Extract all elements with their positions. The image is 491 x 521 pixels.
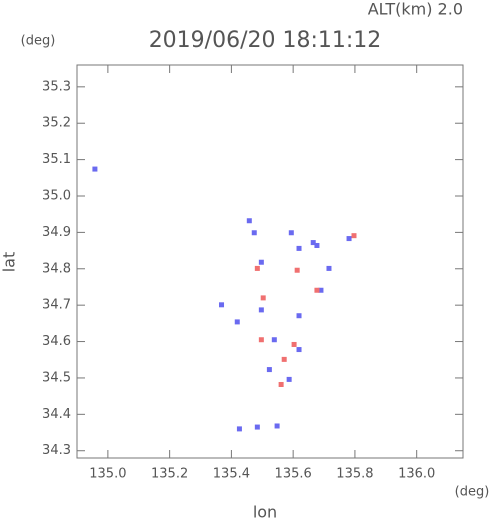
data-point [278,381,284,387]
data-point [286,376,292,382]
data-point [266,367,272,373]
y-tick-label: 34.8 [42,261,71,276]
data-point [234,319,240,325]
data-point [314,287,320,293]
data-point [326,265,332,271]
x-unit: (deg) [455,485,490,500]
x-tick-label: 135.4 [213,467,250,482]
data-point [310,240,316,246]
data-point [346,236,352,242]
y-tick-label: 34.3 [42,443,71,458]
data-point [92,166,98,172]
x-tick-label: 135.8 [336,467,373,482]
data-point [296,347,302,353]
x-tick-label: 135.6 [275,467,312,482]
y-tick-label: 34.4 [42,407,71,422]
plot-frame [76,64,464,459]
data-point [274,423,280,429]
data-point [219,302,225,308]
y-tick-label: 35.3 [42,79,71,94]
data-point [318,287,324,293]
data-point [288,230,294,236]
y-tick-label: 34.9 [42,225,71,240]
x-axis-label: lon [253,503,277,521]
data-point [236,426,242,432]
data-point [296,245,302,251]
data-point [258,259,264,265]
y-tick-label: 34.5 [42,370,71,385]
y-tick-label: 35.1 [42,152,71,167]
x-tick-label: 135.2 [151,467,188,482]
data-point [258,307,264,313]
data-point [281,356,287,362]
y-tick-label: 34.7 [42,298,71,313]
chart-title: 2019/06/20 18:11:12 [149,28,382,53]
data-point [254,265,260,271]
y-tick-label: 34.6 [42,334,71,349]
data-point [251,230,257,236]
y-tick-label: 35.2 [42,116,71,131]
data-point [296,313,302,319]
data-point [260,295,266,301]
data-point [294,267,300,273]
data-point [314,242,320,248]
data-point [246,218,252,224]
x-tick-label: 135.0 [89,467,126,482]
data-point [351,233,357,239]
data-point [254,424,260,430]
y-unit: (deg) [21,34,56,49]
y-axis-label: lat [0,252,19,273]
data-point [291,341,297,347]
altitude-label: ALT(km) 2.0 [368,0,463,19]
y-tick-label: 35.0 [42,189,71,204]
data-point [271,337,277,343]
x-tick-label: 136.0 [398,467,435,482]
data-point [258,337,264,343]
